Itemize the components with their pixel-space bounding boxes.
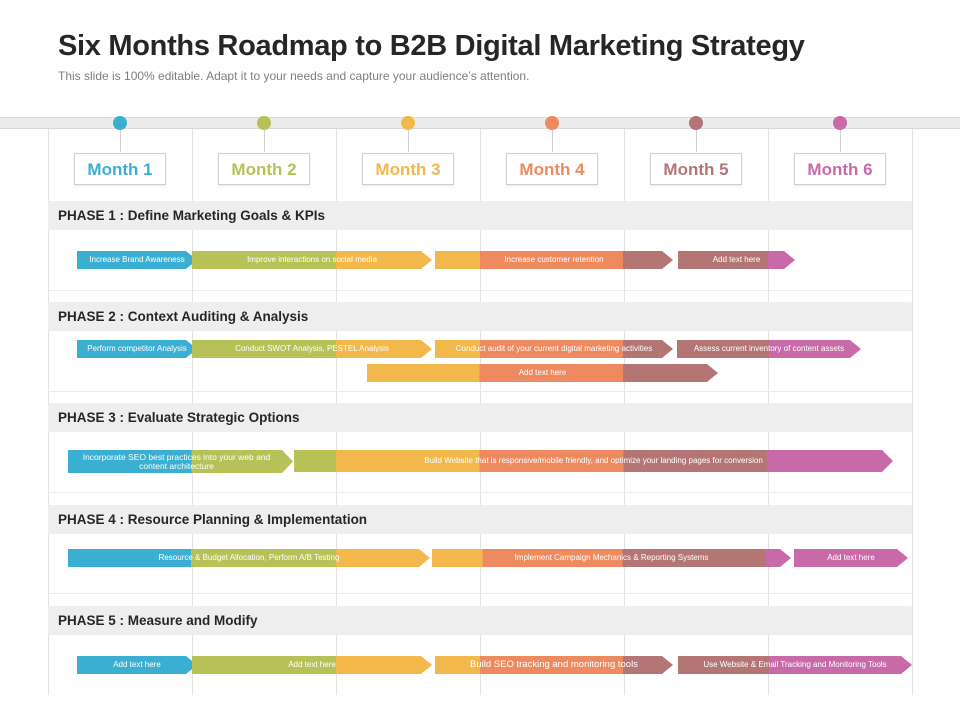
phase-2-task-1: Perform competitor Analysis bbox=[77, 340, 197, 358]
phase-separator bbox=[48, 492, 912, 493]
timeline-stem bbox=[264, 128, 265, 152]
phase-1-task-3: Increase customer retention bbox=[435, 251, 673, 269]
phase-4-task-2: Implement Campaign Mechanics & Reporting… bbox=[432, 549, 791, 567]
timeline-stem bbox=[840, 128, 841, 152]
phase-3-task-1: Incorporate SEO best practices into your… bbox=[68, 450, 293, 473]
month-label-4: Month 4 bbox=[506, 153, 598, 185]
phase-3-task-2: Build Website that is responsive/mobile … bbox=[294, 450, 893, 472]
phase-5-task-3: Build SEO tracking and monitoring tools bbox=[435, 656, 673, 674]
timeline-stem bbox=[120, 128, 121, 152]
timeline-dot-month-3 bbox=[401, 116, 415, 130]
phase-5-task-4: Use Website & Email Tracking and Monitor… bbox=[678, 656, 912, 674]
phase-4-header: PHASE 4 : Resource Planning & Implementa… bbox=[48, 505, 912, 534]
timeline-dot-month-5 bbox=[689, 116, 703, 130]
phase-4-task-3: Add text here bbox=[794, 549, 908, 567]
timeline-dot-month-6 bbox=[833, 116, 847, 130]
phase-2-task-2: Conduct SWOT Analysis, PESTEL Analysis bbox=[192, 340, 432, 358]
phase-separator bbox=[48, 593, 912, 594]
page-title: Six Months Roadmap to B2B Digital Market… bbox=[58, 30, 805, 62]
month-label-6: Month 6 bbox=[794, 153, 886, 185]
phase-5-task-2: Add text here bbox=[192, 656, 432, 674]
phase-4-task-1: Resource & Budget Allocation, Perform A/… bbox=[68, 549, 430, 567]
phase-1-task-4: Add text here bbox=[678, 251, 795, 269]
month-label-2: Month 2 bbox=[218, 153, 310, 185]
phase-separator bbox=[48, 290, 912, 291]
phase-1-header: PHASE 1 : Define Marketing Goals & KPIs bbox=[48, 201, 912, 230]
phase-1-task-2: Improve interactions on social media bbox=[192, 251, 432, 269]
phase-3-header: PHASE 3 : Evaluate Strategic Options bbox=[48, 403, 912, 432]
page-subtitle: This slide is 100% editable. Adapt it to… bbox=[58, 69, 530, 83]
phase-2-task-4: Assess current inventory of content asse… bbox=[677, 340, 861, 358]
timeline-dot-month-2 bbox=[257, 116, 271, 130]
timeline-dot-month-1 bbox=[113, 116, 127, 130]
phase-2-header: PHASE 2 : Context Auditing & Analysis bbox=[48, 302, 912, 331]
timeline-stem bbox=[408, 128, 409, 152]
phase-1-task-1: Increase Brand Awareness bbox=[77, 251, 197, 269]
timeline-dot-month-4 bbox=[545, 116, 559, 130]
timeline-stem bbox=[552, 128, 553, 152]
month-label-3: Month 3 bbox=[362, 153, 454, 185]
month-label-1: Month 1 bbox=[74, 153, 166, 185]
timeline-band bbox=[0, 117, 960, 129]
phase-2-task-5: Add text here bbox=[367, 364, 718, 382]
phase-2-task-3: Conduct audit of your current digital ma… bbox=[435, 340, 673, 358]
timeline-stem bbox=[696, 128, 697, 152]
grid-line bbox=[912, 129, 913, 695]
month-label-5: Month 5 bbox=[650, 153, 742, 185]
phase-5-task-1: Add text here bbox=[77, 656, 197, 674]
phase-5-header: PHASE 5 : Measure and Modify bbox=[48, 606, 912, 635]
phase-separator bbox=[48, 391, 912, 392]
